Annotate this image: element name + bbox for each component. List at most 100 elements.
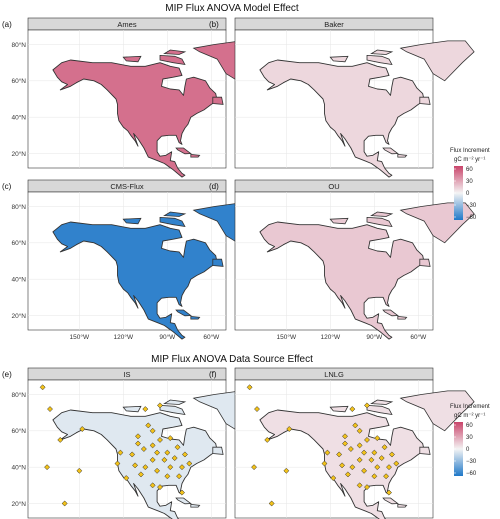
- station-marker: [149, 442, 156, 449]
- station-marker: [174, 444, 181, 451]
- y-tick-label: 20°N: [11, 150, 26, 158]
- station-marker: [137, 471, 144, 478]
- station-marker: [324, 449, 331, 456]
- station-marker: [44, 464, 51, 471]
- panel-baker: (b) Baker: [209, 17, 475, 178]
- panel-strip-label: Baker: [324, 20, 344, 29]
- x-tick-label: 150°W: [277, 333, 297, 341]
- y-tick-label: 80°N: [11, 391, 26, 399]
- station-marker: [321, 460, 328, 467]
- station-marker: [386, 464, 392, 471]
- legend-unit: gC m⁻² yr⁻¹: [454, 413, 485, 419]
- station-marker: [167, 464, 174, 471]
- island: [175, 497, 192, 505]
- island: [382, 309, 399, 317]
- island: [159, 216, 186, 228]
- station-marker: [361, 467, 368, 474]
- station-marker: [339, 462, 346, 469]
- station-marker: [47, 406, 53, 413]
- legend-tick-label: −30: [466, 459, 477, 465]
- station-marker: [123, 475, 130, 482]
- y-tick-label: 20°N: [11, 312, 26, 320]
- station-marker: [254, 406, 260, 413]
- x-tick-label: 60°W: [203, 333, 220, 341]
- station-marker: [171, 455, 178, 462]
- panel-ou: (d) OU 150°W 120°W 90°W 60°W: [209, 179, 475, 341]
- y-tick-label: 80°N: [11, 203, 26, 211]
- station-marker: [246, 384, 253, 391]
- panel-strip-label: CMS-Flux: [110, 182, 144, 191]
- station-marker: [342, 440, 348, 447]
- legend-unit: gC m⁻² yr⁻¹: [454, 157, 485, 163]
- station-marker: [129, 451, 136, 458]
- station-marker: [142, 406, 149, 413]
- island: [329, 217, 349, 225]
- island: [397, 503, 408, 508]
- x-tick-label: 90°W: [159, 333, 176, 341]
- island: [163, 211, 187, 217]
- title-model-effect: MIP Flux ANOVA Model Effect: [165, 3, 299, 14]
- legend-tick-label: −60: [466, 215, 477, 221]
- station-marker: [61, 500, 68, 507]
- island: [397, 153, 408, 158]
- title-data-source-effect: MIP Flux ANOVA Data Source Effect: [151, 354, 313, 365]
- panel-strip-label: OU: [328, 182, 339, 191]
- island: [419, 96, 431, 105]
- station-marker: [157, 436, 163, 443]
- station-marker: [114, 460, 121, 467]
- land-mass: [259, 59, 425, 178]
- station-marker: [117, 449, 124, 456]
- panel-ames: (a) Ames 80°N 60°N 40°N 20°N: [2, 17, 268, 178]
- station-marker: [76, 467, 83, 474]
- station-marker: [330, 475, 337, 482]
- station-marker: [371, 473, 378, 480]
- station-marker: [368, 456, 375, 463]
- y-tick-label: 60°N: [11, 239, 26, 247]
- legend-tick-label: −30: [466, 203, 477, 209]
- island: [329, 405, 349, 413]
- station-marker: [374, 464, 381, 471]
- island: [190, 315, 201, 320]
- station-marker: [371, 449, 378, 456]
- panel-tag: (e): [2, 370, 12, 379]
- station-marker: [361, 449, 368, 456]
- island: [366, 404, 393, 416]
- station-marker: [356, 442, 363, 449]
- y-tick-label: 60°N: [11, 77, 26, 85]
- station-marker: [383, 473, 390, 480]
- island: [122, 217, 142, 225]
- y-tick-label: 80°N: [11, 41, 26, 49]
- station-marker: [364, 402, 370, 409]
- station-marker: [157, 402, 163, 409]
- station-marker: [286, 426, 293, 432]
- station-marker: [154, 467, 161, 474]
- station-marker: [149, 482, 156, 489]
- panel-tag: (b): [209, 20, 219, 29]
- station-marker: [149, 427, 156, 434]
- station-marker: [179, 489, 185, 496]
- legend-tick-label: 0: [466, 447, 470, 453]
- legend-tick-label: 30: [466, 435, 473, 441]
- station-marker: [386, 489, 392, 496]
- data-source-legend: Flux Increment gC m⁻² yr⁻¹ 60 30 0 −30 −60: [450, 404, 490, 477]
- island: [397, 315, 408, 320]
- island: [163, 49, 187, 55]
- legend-colorbar: [454, 422, 463, 476]
- station-marker: [349, 406, 356, 413]
- station-marker: [132, 462, 139, 469]
- panel-strip-label: Ames: [117, 20, 136, 29]
- station-marker: [135, 433, 141, 440]
- island: [190, 503, 201, 508]
- legend-colorbar: [454, 166, 463, 220]
- station-marker: [352, 422, 359, 429]
- panel-strip-label: LNLG: [324, 370, 344, 379]
- y-tick-label: 20°N: [11, 500, 26, 508]
- panel-tag: (f): [209, 370, 217, 379]
- island: [366, 216, 393, 228]
- x-tick-label: 150°W: [70, 333, 90, 341]
- island: [419, 258, 431, 267]
- station-marker: [388, 451, 395, 458]
